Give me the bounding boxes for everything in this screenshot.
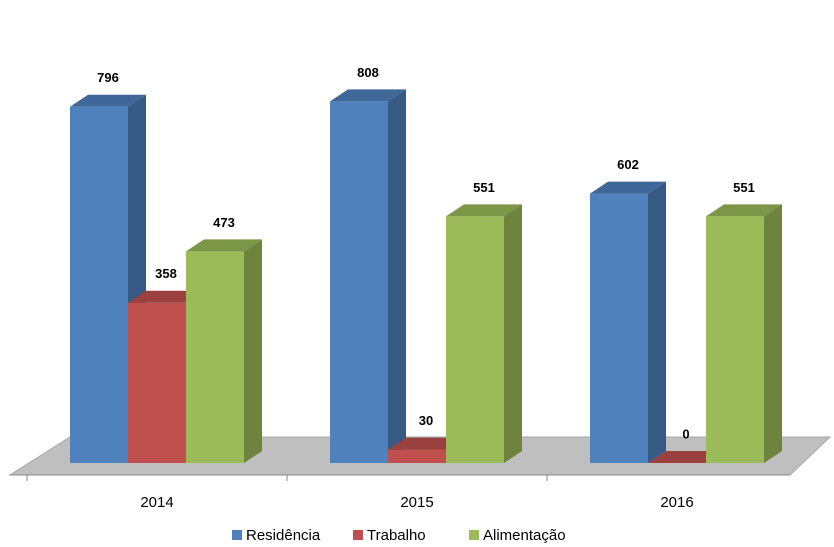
bar-top (648, 451, 724, 463)
bar-top (128, 290, 204, 303)
bar-top (446, 204, 522, 217)
bar-top (706, 204, 782, 217)
bar-front (446, 216, 504, 463)
bar-front (186, 251, 244, 463)
bar-front (590, 193, 648, 464)
bar-top (388, 437, 464, 450)
legend-swatch (353, 530, 363, 540)
bar-side (244, 239, 262, 463)
value-label: 473 (213, 215, 235, 230)
bar-front (330, 101, 388, 464)
value-label: 796 (97, 70, 119, 85)
bar-front (128, 302, 186, 463)
bar-side (504, 204, 522, 464)
value-label: 808 (357, 65, 379, 80)
bar (446, 204, 522, 464)
bar (186, 239, 262, 463)
legend-label: Alimentação (483, 527, 566, 544)
x-tick-label: 2015 (400, 494, 433, 511)
value-label: 551 (473, 180, 495, 195)
bar (706, 204, 782, 464)
bar-side (388, 89, 406, 464)
legend-label: Trabalho (367, 527, 426, 544)
bar-top (330, 89, 406, 102)
bar (330, 89, 406, 464)
x-tick-label: 2016 (660, 494, 693, 511)
bar-top (186, 239, 262, 252)
value-label: 358 (155, 266, 177, 281)
bar-side (648, 181, 666, 464)
x-tick-label: 2014 (140, 494, 173, 511)
bar-front (70, 106, 128, 463)
value-label: 0 (682, 426, 689, 441)
legend-swatch (232, 530, 242, 540)
bar-side (764, 204, 782, 464)
legend-swatch (469, 530, 479, 540)
bar-front (388, 449, 446, 463)
legend-label: Residência (246, 527, 321, 544)
value-label: 551 (733, 180, 755, 195)
value-label: 602 (617, 157, 639, 172)
bar-top (590, 181, 666, 194)
bar (648, 451, 724, 463)
bar-front (706, 216, 764, 463)
bar (590, 181, 666, 464)
bar-top (70, 94, 146, 107)
value-label: 30 (419, 413, 433, 428)
